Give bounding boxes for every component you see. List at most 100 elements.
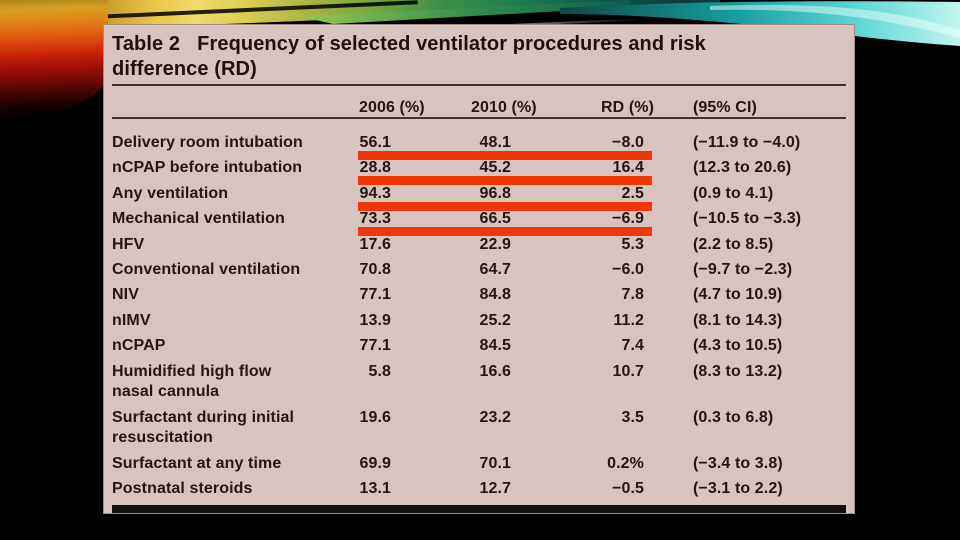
table-row: nCPAP before intubation 28.8 45.2 16.4 (12.3… — [112, 155, 846, 186]
cell-v2006: 19.6 — [359, 408, 391, 426]
cell-v2010: 70.1 — [479, 454, 511, 472]
cell-v2006: 17.6 — [359, 235, 391, 253]
header-rd: RD (%) — [601, 99, 655, 116]
cell-v2010: 64.7 — [479, 260, 511, 278]
red-highlight-bar — [358, 201, 652, 211]
cell-procedure: HFV — [112, 235, 145, 253]
cell-v2010: 84.5 — [479, 337, 511, 355]
table-row: nCPAP 77.1 84.5 7.4 (4.3 to 10.5) — [112, 333, 846, 358]
red-highlight-bar — [358, 151, 652, 160]
table-row: Any ventilation 94.3 96.8 2.5 (0.9 to 4.1) — [112, 181, 846, 211]
cell-v2006: 13.9 — [359, 311, 391, 329]
table-row: Surfactant during initial resuscitation 1… — [112, 405, 846, 451]
cell-ci: (−10.5 to −3.3) — [693, 210, 802, 228]
table-number-label: Table 2 — [112, 33, 181, 55]
header-2010: 2010 (%) — [471, 99, 537, 116]
cyan-swoosh — [560, 1, 960, 46]
table-row: Conventional ventilation 70.8 64.7 −6.0 (−9.… — [112, 257, 846, 282]
cell-v2006: 56.1 — [359, 134, 391, 151]
cell-procedure: Conventional ventilation — [112, 260, 301, 278]
cell-ci: (−3.1 to 2.2) — [693, 479, 783, 497]
cell-procedure: nCPAP — [112, 337, 166, 355]
red-highlight-bar — [358, 176, 652, 186]
cell-v2006: 77.1 — [359, 286, 391, 304]
cell-v2010: 66.5 — [479, 210, 511, 228]
red-highlight-bar — [358, 227, 652, 237]
table-body: Delivery room intubation 56.1 48.1 −8.0 (−11… — [112, 130, 846, 501]
cell-rd: −6.0 — [612, 260, 644, 278]
cell-v2010: 48.1 — [479, 134, 511, 151]
table-title: Table 2 Frequency of selected ventilator … — [112, 25, 846, 84]
cell-ci: (−11.9 to −4.0) — [693, 134, 801, 151]
table-row: Postnatal steroids 13.1 12.7 −0.5 (−3.1 to 2… — [112, 476, 846, 501]
cell-rd: 3.5 — [621, 408, 644, 426]
title-rule — [112, 84, 846, 86]
cell-ci: (−9.7 to −2.3) — [693, 260, 793, 278]
left-flame-gradient — [0, 0, 108, 116]
cell-v2006: 5.8 — [368, 362, 391, 380]
cell-v2010: 12.7 — [479, 479, 511, 497]
table-row: Delivery room intubation 56.1 48.1 −8.0 (−11… — [112, 130, 846, 160]
cell-ci: (12.3 to 20.6) — [693, 159, 792, 177]
cell-rd: 7.8 — [621, 286, 644, 304]
cell-rd: 11.2 — [613, 311, 644, 329]
cell-v2006: 28.8 — [359, 159, 391, 177]
table-row: HFV 17.6 22.9 5.3 (2.2 to 8.5) — [112, 232, 846, 257]
cell-v2006: 70.8 — [359, 260, 391, 278]
cell-ci: (4.7 to 10.9) — [693, 286, 783, 304]
cell-rd: −0.5 — [612, 479, 644, 497]
cell-ci: (4.3 to 10.5) — [693, 337, 783, 355]
cell-v2006: 94.3 — [359, 184, 391, 202]
cell-v2010: 84.8 — [479, 286, 511, 304]
cell-v2006: 13.1 — [359, 479, 391, 497]
cell-v2006: 69.9 — [359, 454, 391, 472]
cell-procedure: Delivery room intubation — [112, 134, 303, 151]
cell-v2010: 45.2 — [479, 159, 511, 177]
cell-ci: (2.2 to 8.5) — [693, 235, 774, 253]
table-title-line2: difference (RD) — [112, 58, 257, 80]
cell-v2006: 77.1 — [359, 337, 391, 355]
cell-v2010: 25.2 — [479, 311, 511, 329]
cell-ci: (0.9 to 4.1) — [693, 184, 774, 202]
cell-rd: 5.3 — [621, 235, 644, 253]
cell-procedure: nIMV — [112, 311, 151, 329]
cell-rd: −6.9 — [612, 210, 644, 228]
table-header-row: 2006 (%) 2010 (%) RD (%) (95% CI) — [112, 86, 846, 117]
cell-procedure: Humidified high flow nasal cannula — [112, 362, 272, 400]
table-2-card: Table 2 Frequency of selected ventilator … — [103, 24, 855, 514]
header-2006: 2006 (%) — [359, 99, 425, 116]
cell-procedure: NIV — [112, 286, 139, 304]
table-bottom-rule — [112, 505, 846, 513]
cell-v2010: 23.2 — [479, 408, 511, 426]
cell-procedure: Postnatal steroids — [112, 479, 253, 497]
cell-procedure: Any ventilation — [112, 184, 229, 202]
table-row: nIMV 13.9 25.2 11.2 (8.1 to 14.3) — [112, 308, 846, 333]
cell-rd: 16.4 — [612, 159, 644, 177]
cell-procedure: Mechanical ventilation — [112, 210, 285, 228]
cell-ci: (−3.4 to 3.8) — [693, 454, 783, 472]
cell-ci: (8.3 to 13.2) — [693, 362, 783, 380]
cell-v2010: 22.9 — [479, 235, 511, 253]
header-procedure — [112, 95, 359, 118]
cell-v2010: 16.6 — [479, 362, 511, 380]
cell-ci: (0.3 to 6.8) — [693, 408, 774, 426]
cell-rd: 7.4 — [621, 337, 644, 355]
table-title-line1: Frequency of selected ventilator procedu… — [197, 33, 706, 55]
cell-rd: −8.0 — [612, 134, 644, 151]
table-row: Surfactant at any time 69.9 70.1 0.2% (−3.4 … — [112, 451, 846, 476]
cell-procedure: nCPAP before intubation — [112, 159, 303, 177]
header-rule — [112, 117, 846, 119]
cell-ci: (8.1 to 14.3) — [693, 311, 783, 329]
cell-procedure: Surfactant during initial resuscitation — [112, 408, 295, 446]
cell-v2006: 73.3 — [359, 210, 391, 228]
cell-rd: 2.5 — [621, 184, 644, 202]
cell-v2010: 96.8 — [479, 184, 511, 202]
table-row: Humidified high flow nasal cannula 5.8 16.… — [112, 359, 846, 405]
table-row: NIV 77.1 84.8 7.8 (4.7 to 10.9) — [112, 282, 846, 307]
cell-procedure: Surfactant at any time — [112, 454, 282, 472]
header-ci: (95% CI) — [693, 99, 757, 116]
cell-rd: 0.2% — [607, 454, 644, 472]
cell-rd: 10.7 — [612, 362, 644, 380]
table-row: Mechanical ventilation 73.3 66.5 −6.9 (−10.5… — [112, 206, 846, 237]
